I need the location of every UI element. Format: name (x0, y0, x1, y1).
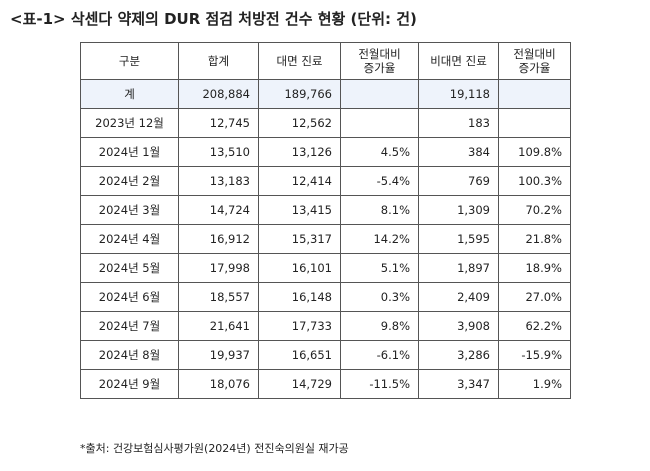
table-cell: 12,745 (178, 108, 259, 138)
table-cell: 2024년 6월 (80, 282, 179, 312)
table-cell: 16,912 (178, 224, 259, 254)
table-cell: 14.2% (340, 224, 419, 254)
table-cell: 2024년 3월 (80, 195, 179, 225)
title: <표-1> 삭센다 약제의 DUR 점검 처방전 건수 현황 (단위: 건) (10, 10, 417, 28)
table-cell: 13,183 (178, 166, 259, 196)
header-row: 구분 합계 대면 진료 전월대비 증가율 비대면 진료 전월대비 증가율 (80, 42, 571, 80)
table-cell: 2024년 2월 (80, 166, 179, 196)
table-cell (498, 79, 571, 109)
table-cell: 12,562 (258, 108, 341, 138)
table-cell: 15,317 (258, 224, 341, 254)
table-row: 2024년 9월 18,076 14,729 -11.5% 3,347 1.9% (80, 369, 571, 399)
table-cell: 189,766 (258, 79, 341, 109)
table-cell: 13,510 (178, 137, 259, 167)
table-cell: 4.5% (340, 137, 419, 167)
header-cell: 합계 (178, 42, 259, 80)
table-row: 계 208,884 189,766 19,118 (80, 79, 571, 109)
table-row: 2024년 7월 21,641 17,733 9.8% 3,908 62.2% (80, 311, 571, 341)
table-cell: 2024년 4월 (80, 224, 179, 254)
table-cell: 17,733 (258, 311, 341, 341)
table-cell: 100.3% (498, 166, 571, 196)
table-cell: 1.9% (498, 369, 571, 399)
table-row: 2024년 8월 19,937 16,651 -6.1% 3,286 -15.9% (80, 340, 571, 370)
table-cell: 9.8% (340, 311, 419, 341)
table-cell: 3,347 (418, 369, 499, 399)
table-cell: 19,118 (418, 79, 499, 109)
header-cell: 전월대비 증가율 (498, 42, 571, 80)
table-cell: 16,651 (258, 340, 341, 370)
table-cell (340, 79, 419, 109)
table-row: 2024년 1월 13,510 13,126 4.5% 384 109.8% (80, 137, 571, 167)
table-cell: 208,884 (178, 79, 259, 109)
table-cell: -5.4% (340, 166, 419, 196)
table-cell: 2024년 5월 (80, 253, 179, 283)
table-cell: 62.2% (498, 311, 571, 341)
table-cell: 14,724 (178, 195, 259, 225)
table-cell: 16,101 (258, 253, 341, 283)
table-cell: 384 (418, 137, 499, 167)
data-table: 구분 합계 대면 진료 전월대비 증가율 비대면 진료 전월대비 증가율 계 208,884… (80, 42, 571, 399)
table-row: 2024년 4월 16,912 15,317 14.2% 1,595 21.8% (80, 224, 571, 254)
header-cell: 전월대비 증가율 (340, 42, 419, 80)
table-cell: 183 (418, 108, 499, 138)
table-cell (340, 108, 419, 138)
table-cell: 2024년 8월 (80, 340, 179, 370)
header-cell: 대면 진료 (258, 42, 341, 80)
table-cell: 2024년 7월 (80, 311, 179, 341)
header-cell: 구분 (80, 42, 179, 80)
source-note: *출처: 건강보험심사평가원(2024년) 전진숙의원실 재가공 (80, 442, 349, 455)
table-cell: 16,148 (258, 282, 341, 312)
table-row: 2024년 2월 13,183 12,414 -5.4% 769 100.3% (80, 166, 571, 196)
table-cell: 13,415 (258, 195, 341, 225)
table-cell: 2,409 (418, 282, 499, 312)
table-cell: 21.8% (498, 224, 571, 254)
table-cell: 3,908 (418, 311, 499, 341)
table-cell: -11.5% (340, 369, 419, 399)
table-cell: 계 (80, 79, 179, 109)
table-cell: 70.2% (498, 195, 571, 225)
table-cell: 17,998 (178, 253, 259, 283)
table-cell: 18,076 (178, 369, 259, 399)
table-cell: 5.1% (340, 253, 419, 283)
table-cell: 3,286 (418, 340, 499, 370)
header-cell: 비대면 진료 (418, 42, 499, 80)
table-cell: -15.9% (498, 340, 571, 370)
table-cell: 1,595 (418, 224, 499, 254)
table-cell: 2023년 12월 (80, 108, 179, 138)
table-row: 2023년 12월 12,745 12,562 183 (80, 108, 571, 138)
table-cell: 2024년 9월 (80, 369, 179, 399)
table-row: 2024년 6월 18,557 16,148 0.3% 2,409 27.0% (80, 282, 571, 312)
table-cell: 769 (418, 166, 499, 196)
table-body: 계 208,884 189,766 19,118 2023년 12월 12,745 12,5… (80, 79, 571, 399)
table-cell: 1,897 (418, 253, 499, 283)
table-cell: 2024년 1월 (80, 137, 179, 167)
table-cell: 19,937 (178, 340, 259, 370)
table-row: 2024년 3월 14,724 13,415 8.1% 1,309 70.2% (80, 195, 571, 225)
table-cell: 13,126 (258, 137, 341, 167)
table-cell: -6.1% (340, 340, 419, 370)
table-cell: 18.9% (498, 253, 571, 283)
table-cell (498, 108, 571, 138)
table-cell: 12,414 (258, 166, 341, 196)
table-cell: 18,557 (178, 282, 259, 312)
table-cell: 1,309 (418, 195, 499, 225)
table-cell: 8.1% (340, 195, 419, 225)
table-cell: 109.8% (498, 137, 571, 167)
table-cell: 27.0% (498, 282, 571, 312)
table-row: 2024년 5월 17,998 16,101 5.1% 1,897 18.9% (80, 253, 571, 283)
table-cell: 21,641 (178, 311, 259, 341)
table-cell: 0.3% (340, 282, 419, 312)
table-cell: 14,729 (258, 369, 341, 399)
